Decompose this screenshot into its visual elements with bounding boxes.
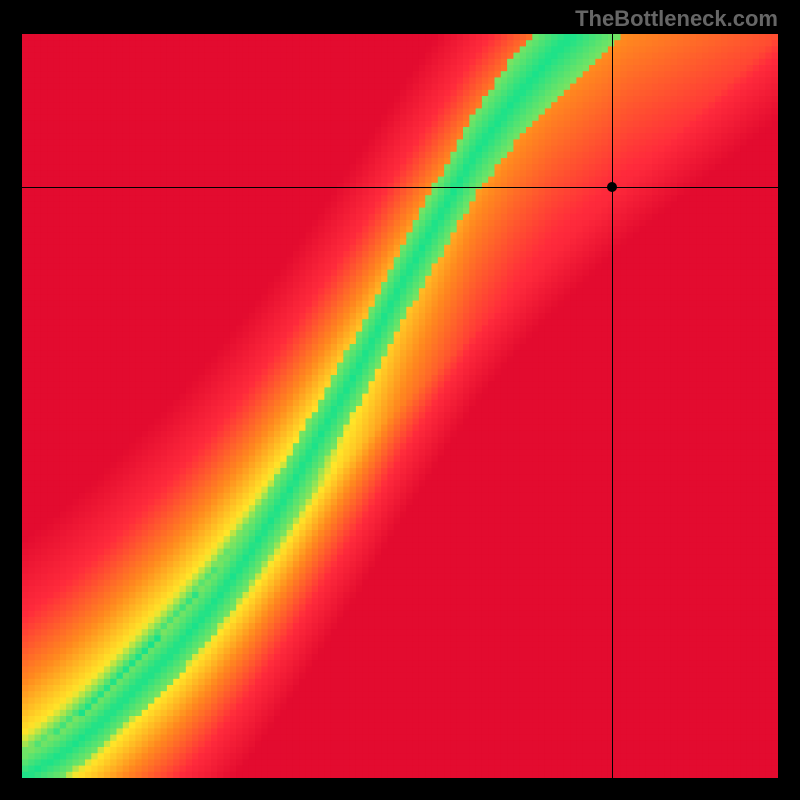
- watermark-text: TheBottleneck.com: [575, 6, 778, 32]
- crosshair-vertical: [612, 34, 613, 778]
- heatmap-plot: [22, 34, 778, 778]
- chart-container: TheBottleneck.com: [0, 0, 800, 800]
- crosshair-horizontal: [22, 187, 778, 188]
- crosshair-marker: [607, 182, 617, 192]
- heatmap-canvas: [22, 34, 778, 778]
